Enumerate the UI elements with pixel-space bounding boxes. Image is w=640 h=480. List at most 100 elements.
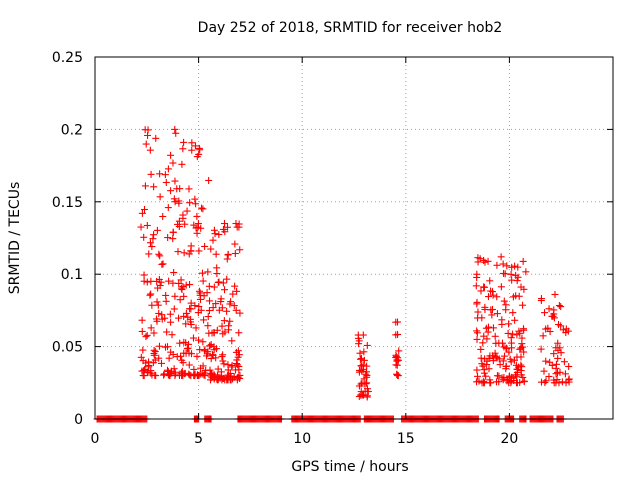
- data-point: [162, 291, 170, 299]
- data-point: [207, 245, 215, 253]
- data-point: [158, 260, 166, 268]
- data-point: [203, 289, 211, 297]
- data-point: [497, 253, 505, 261]
- data-point: [360, 356, 368, 364]
- data-point: [498, 320, 506, 328]
- data-point: [156, 193, 164, 201]
- data-point: [169, 159, 177, 167]
- data-point: [184, 344, 192, 352]
- data-point: [558, 378, 566, 386]
- data-point: [520, 377, 528, 385]
- data-point: [539, 332, 547, 340]
- data-point: [219, 330, 227, 338]
- data-point: [394, 372, 402, 380]
- data-point: [486, 277, 494, 285]
- data-point: [477, 354, 485, 362]
- data-point: [146, 291, 154, 299]
- data-point: [393, 370, 401, 378]
- data-point: [180, 292, 188, 300]
- data-point: [212, 300, 220, 308]
- data-point: [512, 271, 520, 279]
- data-point: [555, 321, 563, 329]
- data-point: [191, 195, 199, 203]
- data-point: [487, 379, 495, 387]
- data-point: [195, 247, 203, 255]
- data-point: [213, 264, 221, 272]
- data-point: [191, 142, 199, 150]
- data-point: [548, 312, 556, 320]
- data-point: [495, 372, 503, 380]
- data-point: [221, 220, 228, 228]
- data-point: [198, 269, 206, 277]
- data-point: [142, 333, 150, 341]
- data-point: [493, 261, 501, 269]
- data-point: [175, 314, 183, 322]
- data-point: [170, 305, 178, 313]
- data-point: [138, 316, 146, 324]
- data-point: [545, 305, 553, 313]
- data-point: [500, 352, 508, 360]
- data-point: [143, 221, 151, 229]
- data-point: [500, 343, 508, 351]
- data-point: [518, 334, 526, 342]
- data-point: [489, 324, 497, 332]
- data-point: [206, 366, 214, 374]
- data-point: [155, 309, 163, 317]
- data-point: [550, 350, 558, 358]
- data-point: [217, 295, 225, 303]
- data-point: [555, 379, 563, 387]
- data-point: [175, 197, 183, 205]
- data-point: [151, 348, 159, 356]
- data-point: [215, 373, 223, 381]
- data-point: [157, 359, 165, 367]
- data-point: [204, 322, 212, 330]
- data-point: [203, 352, 211, 360]
- data-point: [228, 337, 236, 345]
- data-point: [165, 354, 173, 362]
- data-point: [509, 309, 517, 317]
- data-point: [482, 372, 490, 380]
- data-point: [496, 361, 504, 369]
- data-point: [153, 317, 161, 325]
- data-point: [192, 200, 200, 208]
- data-point: [478, 314, 486, 322]
- data-point: [185, 361, 193, 369]
- data-point: [229, 290, 237, 298]
- data-point: [185, 250, 193, 258]
- data-point: [223, 255, 231, 263]
- data-point: [180, 249, 188, 257]
- data-point: [224, 371, 232, 379]
- data-point: [492, 378, 500, 386]
- data-point: [499, 357, 507, 365]
- data-point: [477, 287, 485, 295]
- data-point: [363, 392, 371, 400]
- data-point: [156, 170, 164, 178]
- data-point: [473, 329, 481, 337]
- data-point: [493, 354, 501, 362]
- data-point: [493, 293, 501, 301]
- data-point: [181, 220, 189, 228]
- data-point: [504, 329, 512, 337]
- data-point: [519, 325, 527, 333]
- data-point: [140, 277, 148, 285]
- data-point: [189, 334, 197, 342]
- data-point: [225, 372, 233, 380]
- data-point: [195, 336, 203, 344]
- data-point: [484, 293, 492, 301]
- data-point: [169, 350, 177, 358]
- data-point: [513, 373, 521, 381]
- data-point: [480, 379, 488, 387]
- data-point: [551, 290, 559, 298]
- chart-title: Day 252 of 2018, SRMTID for receiver hob…: [198, 20, 503, 36]
- data-point: [235, 329, 243, 337]
- data-point: [392, 331, 400, 339]
- x-tick-label: 15: [397, 431, 415, 447]
- data-point: [537, 345, 545, 353]
- data-point: [199, 338, 207, 346]
- data-point: [207, 355, 215, 363]
- data-point: [484, 257, 492, 265]
- data-point: [175, 223, 183, 231]
- data-point: [491, 332, 499, 340]
- data-point: [224, 250, 232, 258]
- data-point: [143, 331, 151, 339]
